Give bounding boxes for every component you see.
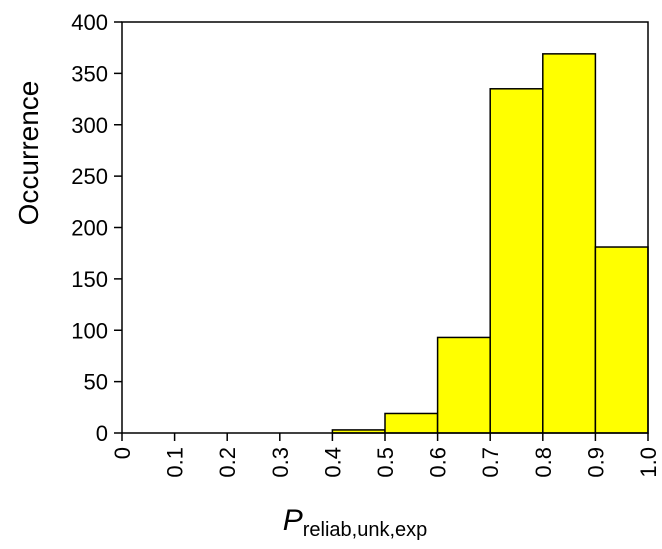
y-tick-label-0: 0 <box>96 421 108 446</box>
axes-layer: 0 50 100 150 200 250 300 350 400 0 0.1 0.2 0.3 0.4 0.5… <box>71 10 661 478</box>
x-axis-label-main: P <box>283 504 303 537</box>
x-tick-label-5: 0.5 <box>373 447 398 478</box>
y-tick-label-3: 150 <box>71 267 108 292</box>
x-tick-label-6: 0.6 <box>426 447 451 478</box>
y-tick-label-8: 400 <box>71 10 108 35</box>
labels-layer: Occurrence Preliab,unk,exp <box>13 81 427 541</box>
x-tick-label-9: 0.9 <box>583 447 608 478</box>
x-tick-label-0: 0 <box>110 447 135 459</box>
x-tick-label-1: 0.1 <box>163 447 188 478</box>
histogram-bar-5 <box>594 246 649 434</box>
x-tick-label-3: 0.3 <box>268 447 293 478</box>
x-axis-label-subscript: reliab,unk,exp <box>303 519 428 541</box>
y-tick-label-5: 250 <box>71 164 108 189</box>
y-tick-label-4: 200 <box>71 216 108 241</box>
x-tick-label-8: 0.8 <box>531 447 556 478</box>
histogram-bar-3 <box>489 88 544 434</box>
histogram-bar-2 <box>436 336 491 434</box>
x-tick-label-10: 1.0 <box>636 447 661 478</box>
x-tick-label-4: 0.4 <box>320 447 345 478</box>
x-tick-label-7: 0.7 <box>478 447 503 478</box>
y-tick-label-1: 50 <box>84 370 108 395</box>
y-tick-label-2: 100 <box>71 318 108 343</box>
histogram-bar-4 <box>542 53 597 434</box>
bars-layer <box>331 53 649 434</box>
y-tick-label-7: 350 <box>71 61 108 86</box>
y-tick-label-6: 300 <box>71 113 108 138</box>
x-axis-label: Preliab,unk,exp <box>283 504 428 541</box>
y-axis-label: Occurrence <box>13 81 44 226</box>
x-tick-label-2: 0.2 <box>215 447 240 478</box>
histogram-bar-1 <box>384 412 439 434</box>
